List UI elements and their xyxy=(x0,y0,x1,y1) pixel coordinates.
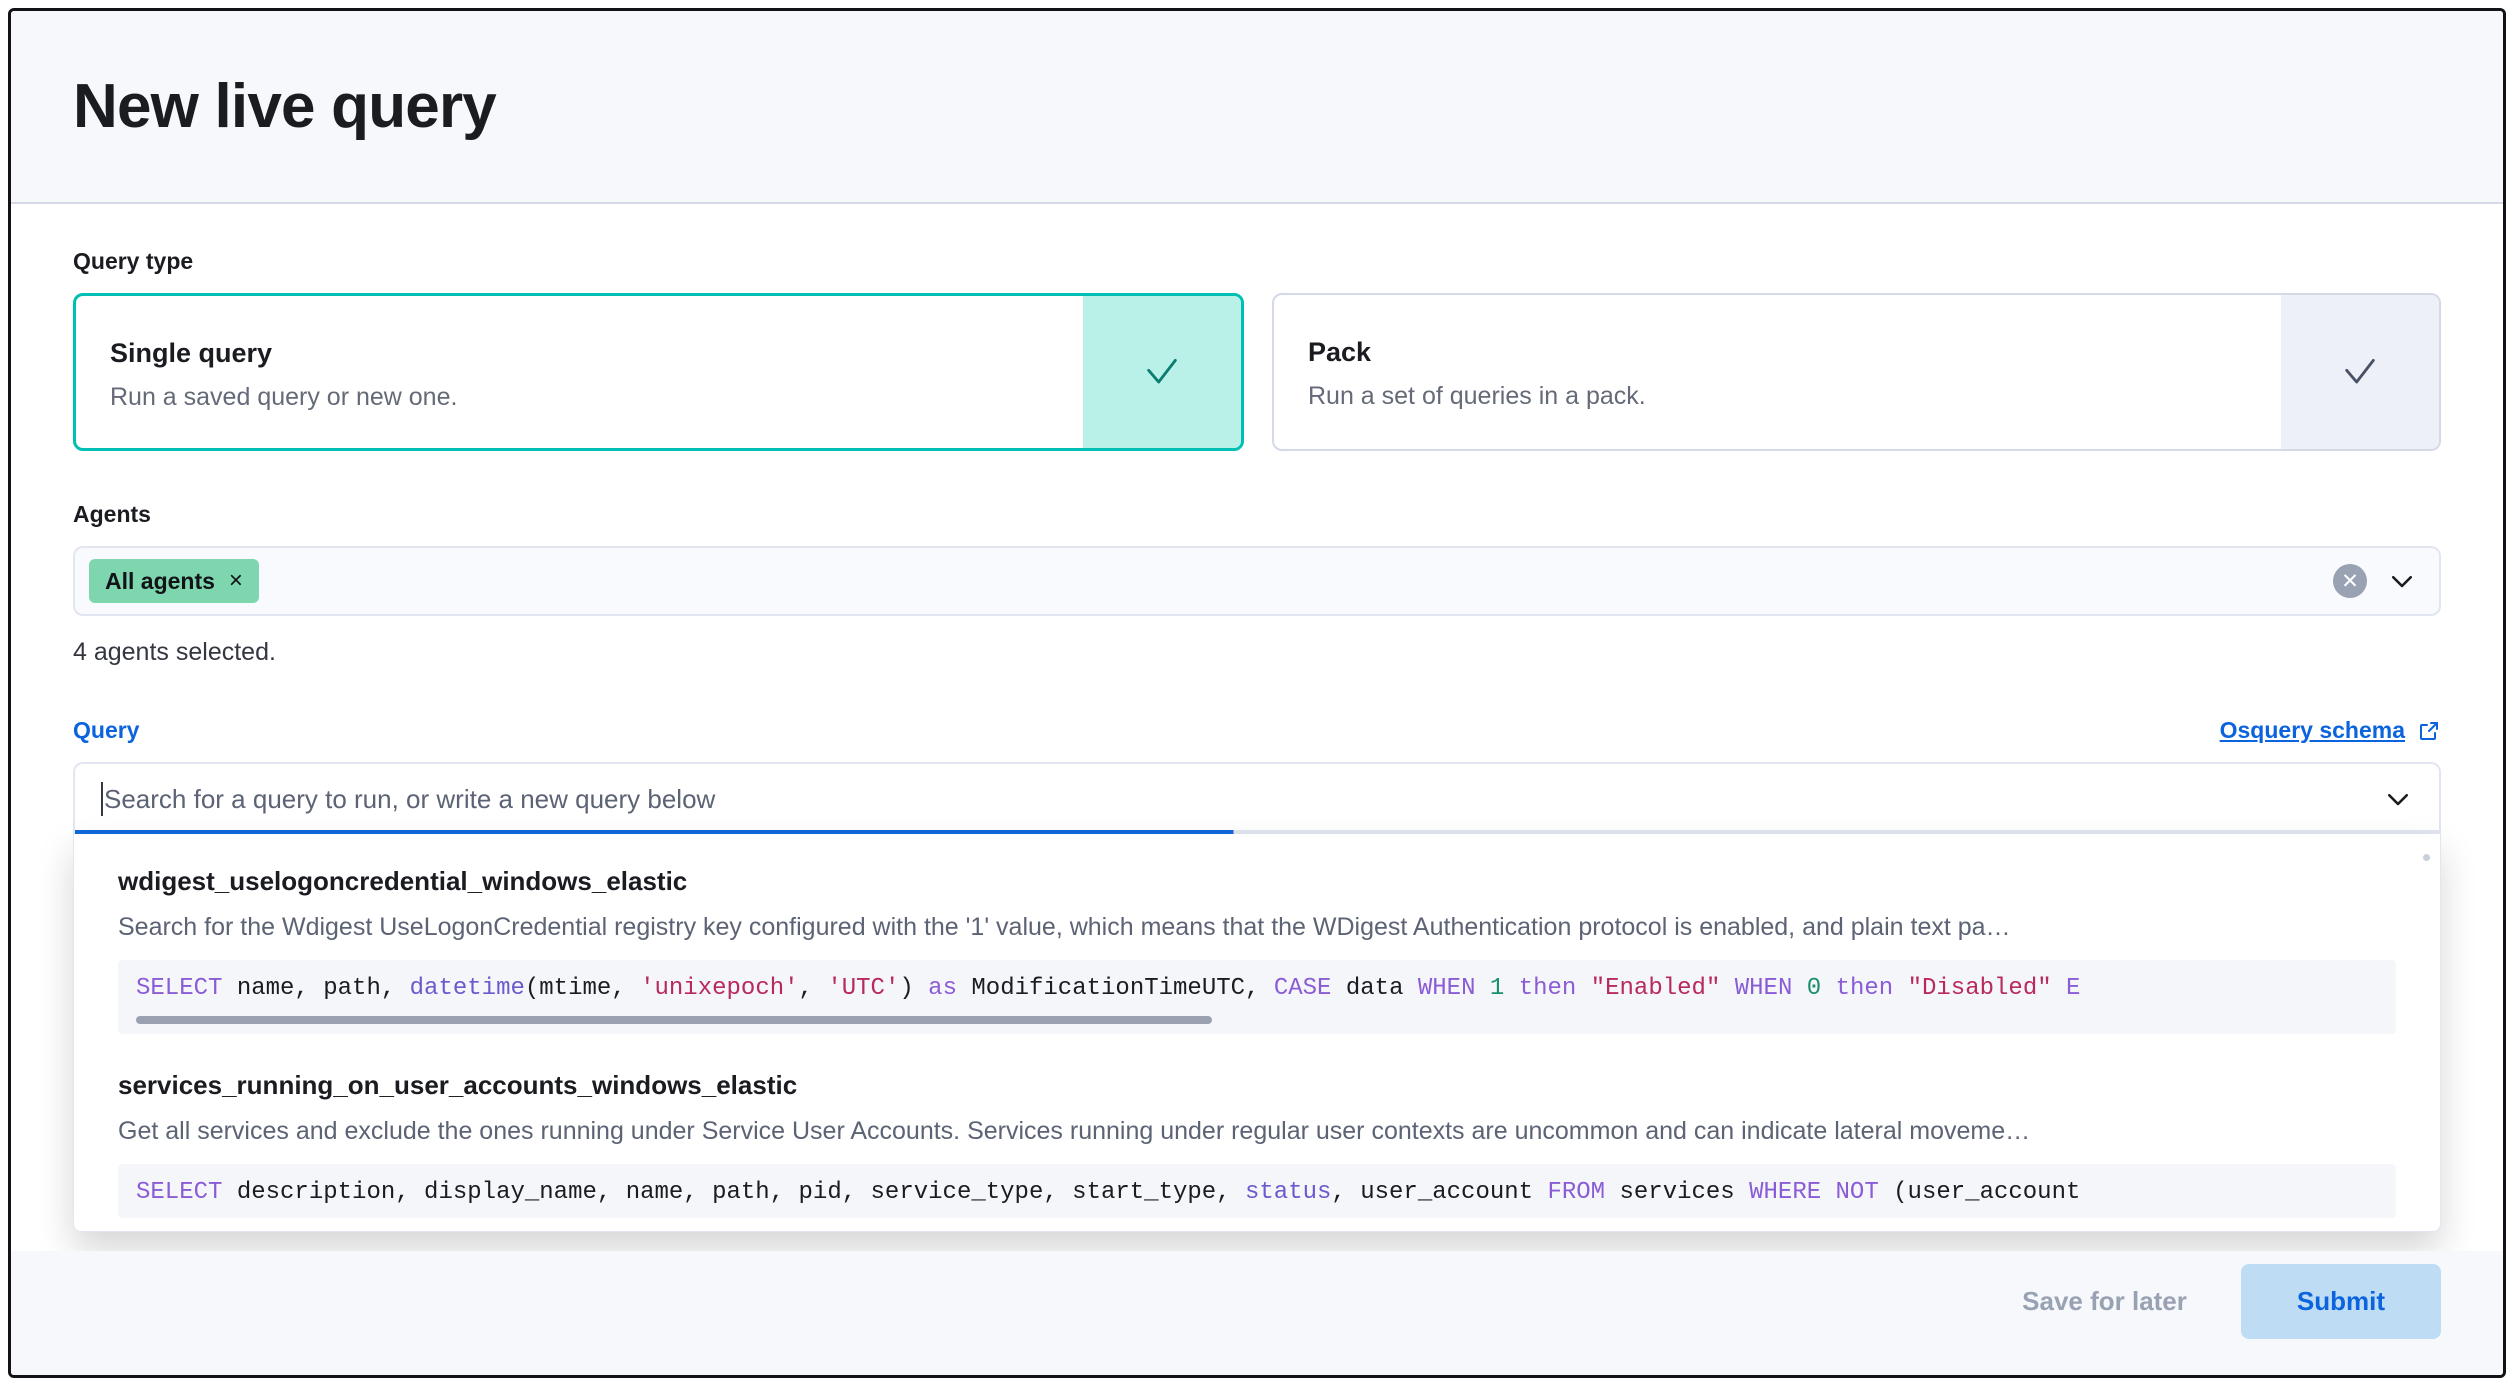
suggestion-code-block[interactable]: SELECT description, display_name, name, … xyxy=(118,1164,2396,1218)
agents-combobox-actions: ✕ xyxy=(2333,548,2417,614)
suggestion-description: Search for the Wdigest UseLogonCredentia… xyxy=(118,913,2011,941)
submit-button[interactable]: Submit xyxy=(2240,1263,2441,1339)
save-for-later-button[interactable]: Save for later xyxy=(1996,1268,2213,1335)
query-type-card-single-query[interactable]: Single query Run a saved query or new on… xyxy=(73,293,1244,451)
close-icon[interactable]: × xyxy=(228,567,243,594)
live-query-panel: New live query Query type Single query R… xyxy=(8,8,2506,1378)
clear-icon[interactable]: ✕ xyxy=(2333,564,2367,598)
suggestion-title: wdigest_uselogoncredential_windows_elast… xyxy=(118,866,688,896)
footer-actions: Save for later Submit xyxy=(11,1251,2503,1375)
osquery-schema-link-label: Osquery schema xyxy=(2219,717,2405,743)
page-body: Query type Single query Run a saved quer… xyxy=(11,204,2503,1375)
agent-pill-all-agents[interactable]: All agents × xyxy=(89,559,259,603)
list-item[interactable]: services_running_on_user_accounts_window… xyxy=(74,1060,2440,1231)
suggestion-code: SELECT name, path, datetime(mtime, 'unix… xyxy=(136,975,2081,1002)
query-search-input[interactable]: Search for a query to run, or write a ne… xyxy=(73,762,2441,834)
agent-pill-label: All agents xyxy=(105,567,215,594)
page-header: New live query xyxy=(11,11,2503,204)
query-type-card-pack-title: Pack xyxy=(1308,337,1372,367)
query-search-placeholder: Search for a query to run, or write a ne… xyxy=(104,783,716,814)
query-label: Query xyxy=(73,717,140,743)
query-type-card-pack-check-area xyxy=(2281,295,2439,449)
page-title: New live query xyxy=(73,72,497,141)
suggestion-code: SELECT description, display_name, name, … xyxy=(136,1179,2081,1206)
query-type-label: Query type xyxy=(73,248,194,274)
query-type-card-pack-text: Pack Run a set of queries in a pack. xyxy=(1274,295,2281,449)
query-suggestions-dropdown: wdigest_uselogoncredential_windows_elast… xyxy=(73,834,2441,1232)
agents-label: Agents xyxy=(73,501,151,527)
query-type-card-single-query-text: Single query Run a saved query or new on… xyxy=(76,296,1083,448)
chevron-down-icon[interactable] xyxy=(2387,566,2417,596)
check-icon xyxy=(1147,358,1177,384)
query-type-card-pack-description: Run a set of queries in a pack. xyxy=(1308,382,1646,410)
query-label-row: Query Osquery schema xyxy=(73,717,2441,744)
agents-combobox[interactable]: All agents × ✕ xyxy=(73,546,2441,616)
query-type-card-single-query-description: Run a saved query or new one. xyxy=(110,383,458,411)
suggestion-code-block[interactable]: SELECT name, path, datetime(mtime, 'unix… xyxy=(118,960,2396,1034)
dropdown-scrollbar[interactable] xyxy=(2423,854,2430,861)
query-type-card-pack[interactable]: Pack Run a set of queries in a pack. xyxy=(1272,293,2441,451)
agents-helper-text: 4 agents selected. xyxy=(73,638,276,666)
osquery-schema-link[interactable]: Osquery schema xyxy=(2220,717,2441,744)
query-type-card-row: Single query Run a saved query or new on… xyxy=(73,293,2441,451)
suggestion-title: services_running_on_user_accounts_window… xyxy=(118,1070,798,1100)
query-type-section: Query type Single query Run a saved quer… xyxy=(73,248,2441,451)
code-horizontal-scrollbar[interactable] xyxy=(136,1016,1213,1024)
query-type-card-single-query-title: Single query xyxy=(110,338,273,368)
text-caret xyxy=(101,782,103,816)
list-item[interactable]: wdigest_uselogoncredential_windows_elast… xyxy=(74,856,2440,1060)
agents-section: Agents All agents × ✕ 4 agents selected. xyxy=(73,501,2441,667)
external-link-icon xyxy=(2420,721,2438,740)
chevron-down-icon[interactable] xyxy=(2383,784,2413,814)
query-type-card-single-query-check-area xyxy=(1083,296,1241,448)
suggestion-description: Get all services and exclude the ones ru… xyxy=(118,1117,2031,1145)
check-icon xyxy=(2345,358,2375,384)
query-section: Query Osquery schema Search for a query … xyxy=(73,717,2441,1232)
